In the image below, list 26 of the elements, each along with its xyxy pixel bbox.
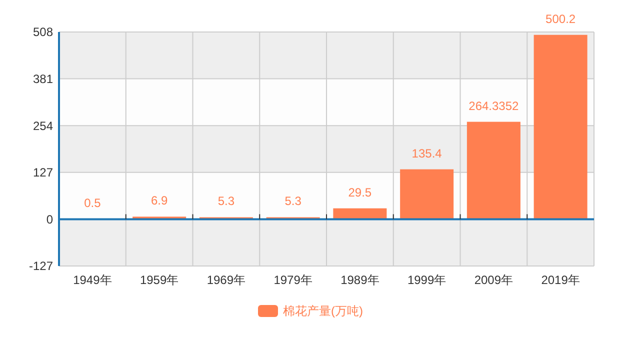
x-tick-label: 1959年	[140, 273, 179, 287]
data-label: 5.3	[284, 194, 302, 208]
bar	[466, 122, 520, 220]
x-tick-label: 1969年	[206, 273, 246, 287]
data-label: 0.5	[84, 196, 102, 210]
x-tick-label: 1999年	[407, 273, 446, 287]
y-tick-label: -127	[28, 259, 54, 274]
x-tick-label: 1989年	[340, 273, 380, 287]
y-tick-label: 127	[32, 166, 54, 180]
x-tick-label: 2009年	[474, 273, 514, 287]
data-label: 29.5	[348, 185, 372, 200]
y-tick-label: 508	[32, 25, 54, 40]
bar	[400, 169, 454, 220]
data-label: 135.4	[412, 146, 442, 160]
data-label: 6.9	[150, 194, 168, 208]
y-tick-label: 381	[32, 72, 54, 86]
y-tick-label: 0	[46, 212, 54, 226]
data-label: 264.3352	[468, 98, 520, 113]
bar	[534, 34, 588, 220]
x-tick-label: 1979年	[274, 273, 312, 287]
legend-label: 棉花产量(万吨)	[283, 304, 363, 318]
data-label: 500.2	[546, 12, 576, 26]
y-tick-label: 254	[32, 118, 54, 133]
data-label: 5.3	[218, 194, 235, 208]
x-tick-label: 2019年	[541, 273, 580, 287]
x-tick-label: 1949年	[73, 273, 112, 287]
